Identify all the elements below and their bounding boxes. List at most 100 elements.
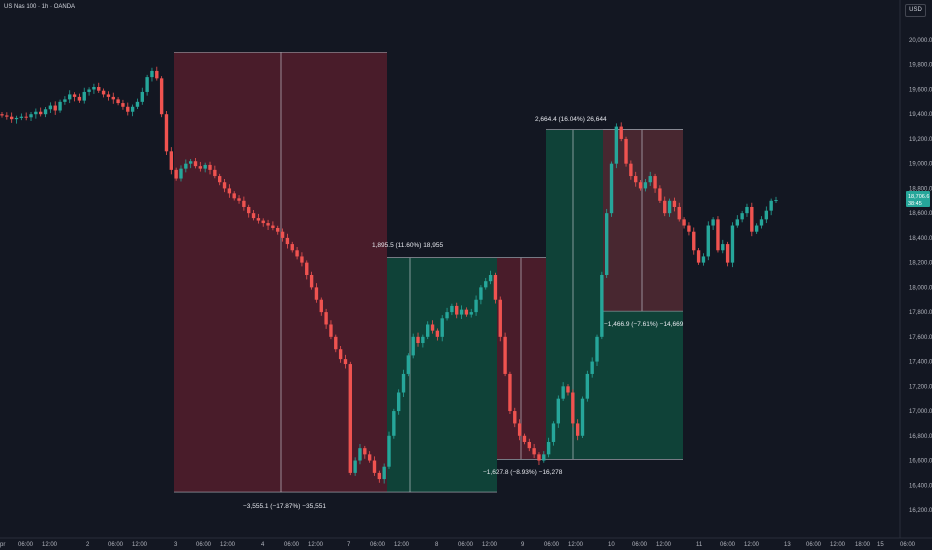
candle-body <box>343 359 348 365</box>
symbol-title: US Nas 100 · 1h · OANDA <box>4 4 76 10</box>
price-tick-label: 19,200.0 <box>909 137 932 143</box>
candle-body <box>658 188 662 201</box>
candle-body <box>769 200 773 211</box>
time-tick-label: 06:00 <box>108 542 124 548</box>
candle-body <box>609 163 614 214</box>
time-tick-label: 06:00 <box>196 542 212 548</box>
time-tick-label: 10 <box>608 542 615 548</box>
candle-body <box>145 77 149 92</box>
candle-body <box>629 163 633 177</box>
candle-body <box>58 101 62 111</box>
time-tick-label: 12:00 <box>220 542 236 548</box>
time-tick-label: 7 <box>347 542 351 548</box>
candle-body <box>106 94 111 97</box>
candle-body <box>445 312 449 319</box>
candle-body <box>556 398 561 424</box>
price-tick-label: 17,600.0 <box>909 335 932 341</box>
candle-body <box>334 336 338 350</box>
candle-body <box>372 460 377 473</box>
candle-body <box>295 250 299 257</box>
candle-body <box>455 305 459 315</box>
candle-body <box>513 411 517 424</box>
candle-body <box>358 448 362 461</box>
candle-body <box>450 305 454 313</box>
candle-body <box>53 105 57 111</box>
measure-label-4: 2,664.4 (16.04%) 26,644 <box>535 116 607 123</box>
candle-body <box>735 219 739 226</box>
candle-body <box>474 299 478 313</box>
candle-body <box>435 330 440 337</box>
candle-body <box>116 99 120 104</box>
candle-body <box>34 111 38 115</box>
candle-body <box>711 219 715 226</box>
candle-body <box>619 126 623 139</box>
candle-body <box>193 161 198 167</box>
time-tick-label: 06:00 <box>458 542 474 548</box>
candle-body <box>677 206 681 220</box>
candle-body <box>546 441 551 455</box>
candle-body <box>692 231 696 251</box>
candle-body <box>754 225 759 232</box>
time-tick-label: 3 <box>174 542 178 548</box>
candle-body <box>595 336 599 362</box>
candle-body <box>164 114 169 152</box>
measure-label-5: −1,466.9 (−7.61%) −14,669 <box>604 321 684 328</box>
candle-body <box>624 138 628 164</box>
candle-body <box>217 176 222 183</box>
candle-body <box>459 309 464 315</box>
time-tick-label: 06:00 <box>632 542 648 548</box>
price-tick-label: 16,200.0 <box>909 508 932 514</box>
candle-body <box>169 151 174 170</box>
price-tick-label: 18,600.0 <box>909 211 932 217</box>
time-tick-label: 06:00 <box>720 542 736 548</box>
candle-body <box>696 250 701 263</box>
candle-body <box>338 349 343 360</box>
candle-body <box>261 220 265 224</box>
measure-zone-1[interactable] <box>174 52 387 493</box>
time-tick-label: 11 <box>696 542 703 548</box>
candle-body <box>508 373 512 412</box>
candle-body <box>527 441 531 449</box>
time-tick-label: 06:00 <box>806 542 822 548</box>
candle-body <box>687 225 691 232</box>
candle-body <box>353 460 357 473</box>
time-tick-label: 12:00 <box>568 542 584 548</box>
candle-body <box>542 454 546 461</box>
candle-body <box>537 454 541 461</box>
candle-body <box>97 87 101 91</box>
time-tick-label: 06:00 <box>284 542 300 548</box>
candle-body <box>276 228 280 232</box>
candle-body <box>367 454 372 461</box>
price-tick-label: 19,000.0 <box>909 162 932 168</box>
candle-body <box>101 90 106 95</box>
price-tick-label: 18,200.0 <box>909 261 932 267</box>
candle-body <box>222 182 227 189</box>
time-tick-label: 15 <box>877 542 884 548</box>
candle-body <box>300 256 304 263</box>
measure-zone-2[interactable] <box>387 257 497 493</box>
candle-body <box>92 87 96 90</box>
time-tick-label: 9 <box>521 542 525 548</box>
candle-body <box>484 281 488 288</box>
currency-button[interactable]: USD <box>905 4 926 17</box>
current-price-badge <box>906 191 930 208</box>
candle-body <box>638 182 643 189</box>
candle-body <box>721 244 725 251</box>
price-tick-label: 18,400.0 <box>909 236 932 242</box>
candle-body <box>716 219 720 251</box>
candle-body <box>532 448 536 455</box>
candle-body <box>566 386 570 393</box>
candle-body <box>740 213 744 220</box>
candle-body <box>667 200 672 214</box>
price-tick-label: 16,800.0 <box>909 434 932 440</box>
candle-body <box>82 91 86 101</box>
candle-body <box>232 193 236 199</box>
candle-body <box>430 324 435 331</box>
time-tick-label: 12:00 <box>830 542 846 548</box>
candle-body <box>208 164 212 170</box>
candle-body <box>701 256 706 263</box>
candle-body <box>416 336 420 344</box>
candle-body <box>285 237 290 245</box>
